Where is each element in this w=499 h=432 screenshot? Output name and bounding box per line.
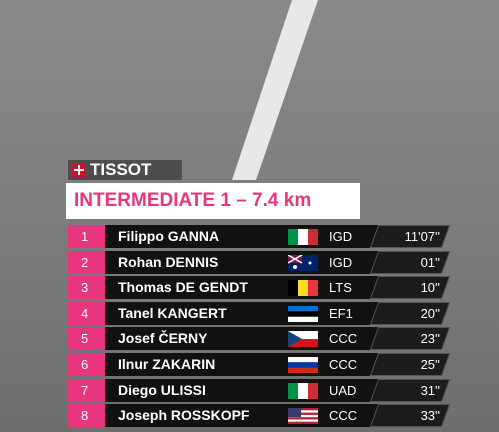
- team-code: CCC: [329, 357, 358, 372]
- title: INTERMEDIATE 1 – 7.4 km: [66, 183, 360, 219]
- flag-image: [288, 331, 318, 348]
- logo-icon: [72, 163, 86, 177]
- result-row: 7 Diego ULISSI UAD 31'': [68, 378, 451, 402]
- row-background: [105, 353, 440, 376]
- rider-name: Diego ULISSI: [118, 381, 206, 398]
- flag-image: [288, 305, 318, 322]
- team-code: CCC: [329, 331, 358, 347]
- rider-name: Rohan DENNIS: [118, 253, 219, 270]
- rank: 1: [68, 225, 105, 248]
- time-gap: 11'07'': [404, 229, 440, 244]
- flag: [288, 331, 318, 348]
- time-gap: 23'': [420, 331, 440, 347]
- row-background: [105, 225, 440, 248]
- result-row: 5 Josef ČERNY CCC 23'': [68, 327, 451, 351]
- flag: [288, 305, 318, 322]
- rider-name: Joseph ROSSKOPF: [118, 407, 250, 424]
- result-row: 1 Filippo GANNA IGD 11'07'': [68, 225, 451, 248]
- rider-name: Josef ČERNY: [118, 330, 208, 347]
- team-code: EF1: [329, 305, 353, 321]
- time-gap: 10'': [420, 280, 440, 296]
- logo-text: TISSOT: [90, 160, 152, 179]
- time-gap: 31'': [420, 382, 440, 398]
- row-background: [105, 276, 440, 300]
- road-line: [232, 0, 318, 180]
- team-code: IGD: [329, 229, 353, 244]
- sponsor-logo: TISSOT: [68, 160, 182, 180]
- flag: [287, 253, 318, 271]
- flag-image: [288, 408, 318, 425]
- rank: 2: [68, 250, 105, 274]
- result-row: 2 Rohan DENNIS IGD 01'': [68, 250, 451, 274]
- rank: 4: [68, 301, 105, 325]
- rider-name: Filippo GANNA: [118, 228, 220, 244]
- row-background: [105, 404, 440, 428]
- time-gap: 33'': [420, 408, 440, 424]
- flag-image: [288, 382, 318, 399]
- result-row: 8 Joseph ROSSKOPF CCC 33'': [68, 404, 451, 428]
- team-code: UAD: [329, 382, 357, 398]
- result-row: 3 Thomas DE GENDT LTS 10'': [68, 276, 451, 300]
- rank: 3: [68, 276, 105, 300]
- time-gap: 20'': [420, 305, 440, 321]
- flag: [288, 408, 318, 425]
- time-gap: 01'': [420, 254, 440, 270]
- row-background: [105, 327, 440, 351]
- rider-name: Tanel KANGERT: [118, 304, 227, 321]
- flag-image: [287, 253, 318, 271]
- rider-name: Ilnur ZAKARIN: [118, 356, 216, 372]
- row-background: [105, 250, 440, 274]
- time-gap: 25'': [420, 357, 440, 372]
- team-code: LTS: [329, 280, 352, 296]
- flag: [288, 357, 318, 373]
- flag: [288, 382, 318, 399]
- rank: 8: [68, 404, 105, 428]
- row-background: [105, 378, 440, 402]
- rider-name: Thomas DE GENDT: [118, 279, 248, 296]
- flag-image: [288, 280, 318, 297]
- team-code: IGD: [329, 254, 353, 270]
- flag: [288, 280, 318, 297]
- team-code: CCC: [329, 408, 358, 424]
- flag: [288, 229, 318, 245]
- rank: 5: [68, 327, 105, 351]
- result-row: 4 Tanel KANGERT EF1 20'': [68, 301, 451, 325]
- flag-image: [288, 229, 318, 245]
- row-background: [105, 301, 440, 325]
- flag-image: [288, 357, 318, 373]
- result-row: 6 Ilnur ZAKARIN CCC 25'': [68, 353, 451, 376]
- rank: 7: [68, 378, 105, 402]
- rank: 6: [68, 353, 105, 376]
